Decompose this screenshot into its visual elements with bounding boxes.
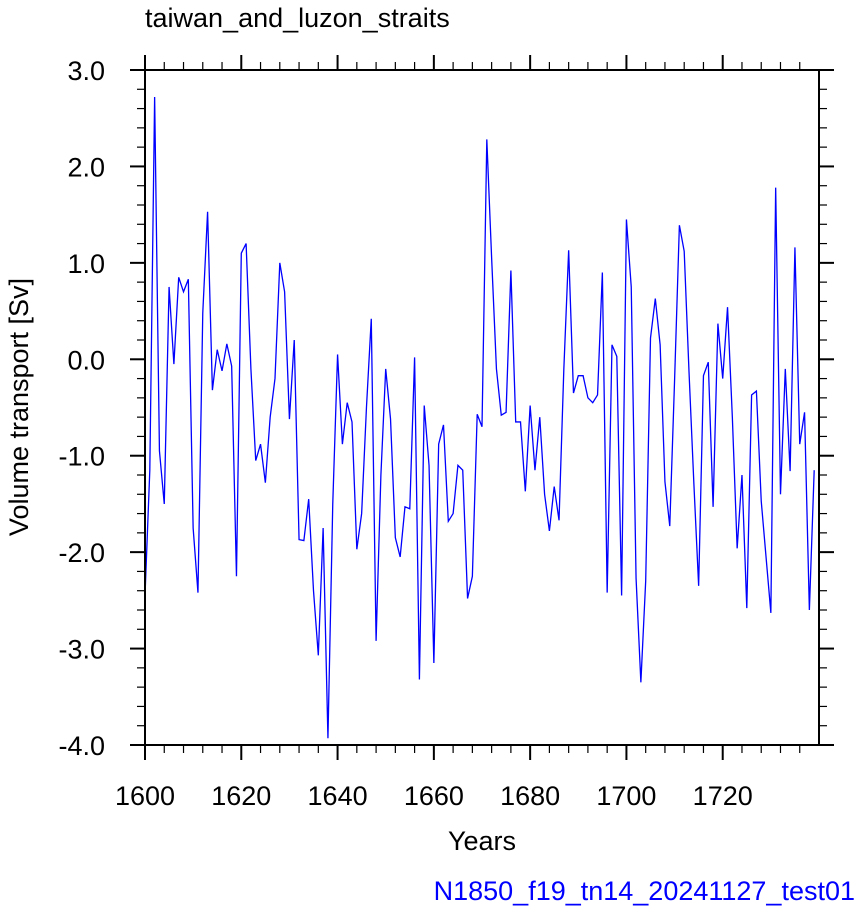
y-tick-label: -3.0 <box>58 635 105 665</box>
x-tick-label: 1680 <box>500 781 560 811</box>
x-tick-label: 1600 <box>115 781 175 811</box>
tick-labels: 1600 1620 1640 1660 1680 1700 1720 -4.0 -3.0 -2.0… <box>58 56 752 811</box>
y-tick-label: 3.0 <box>67 56 105 86</box>
y-tick-label: 2.0 <box>67 152 105 182</box>
y-tick-label: -2.0 <box>58 538 105 568</box>
x-tick-label: 1660 <box>404 781 464 811</box>
y-tick-label: -1.0 <box>58 442 105 472</box>
x-tick-label: 1720 <box>693 781 753 811</box>
y-tick-label: -4.0 <box>58 731 105 761</box>
y-tick-label: 1.0 <box>67 249 105 279</box>
y-axis-label: Volume transport [Sv] <box>4 278 34 536</box>
y-tick-label: 0.0 <box>67 345 105 375</box>
plot-frame <box>144 69 820 746</box>
series-line <box>144 96 815 739</box>
x-tick-label: 1700 <box>596 781 656 811</box>
chart-title: taiwan_and_luzon_straits <box>145 3 450 33</box>
x-tick-label: 1620 <box>211 781 271 811</box>
axis-ticks <box>130 55 834 760</box>
x-axis-label: Years <box>448 826 516 856</box>
x-tick-label: 1640 <box>308 781 368 811</box>
caption: N1850_f19_tn14_20241127_test01 <box>434 876 855 906</box>
